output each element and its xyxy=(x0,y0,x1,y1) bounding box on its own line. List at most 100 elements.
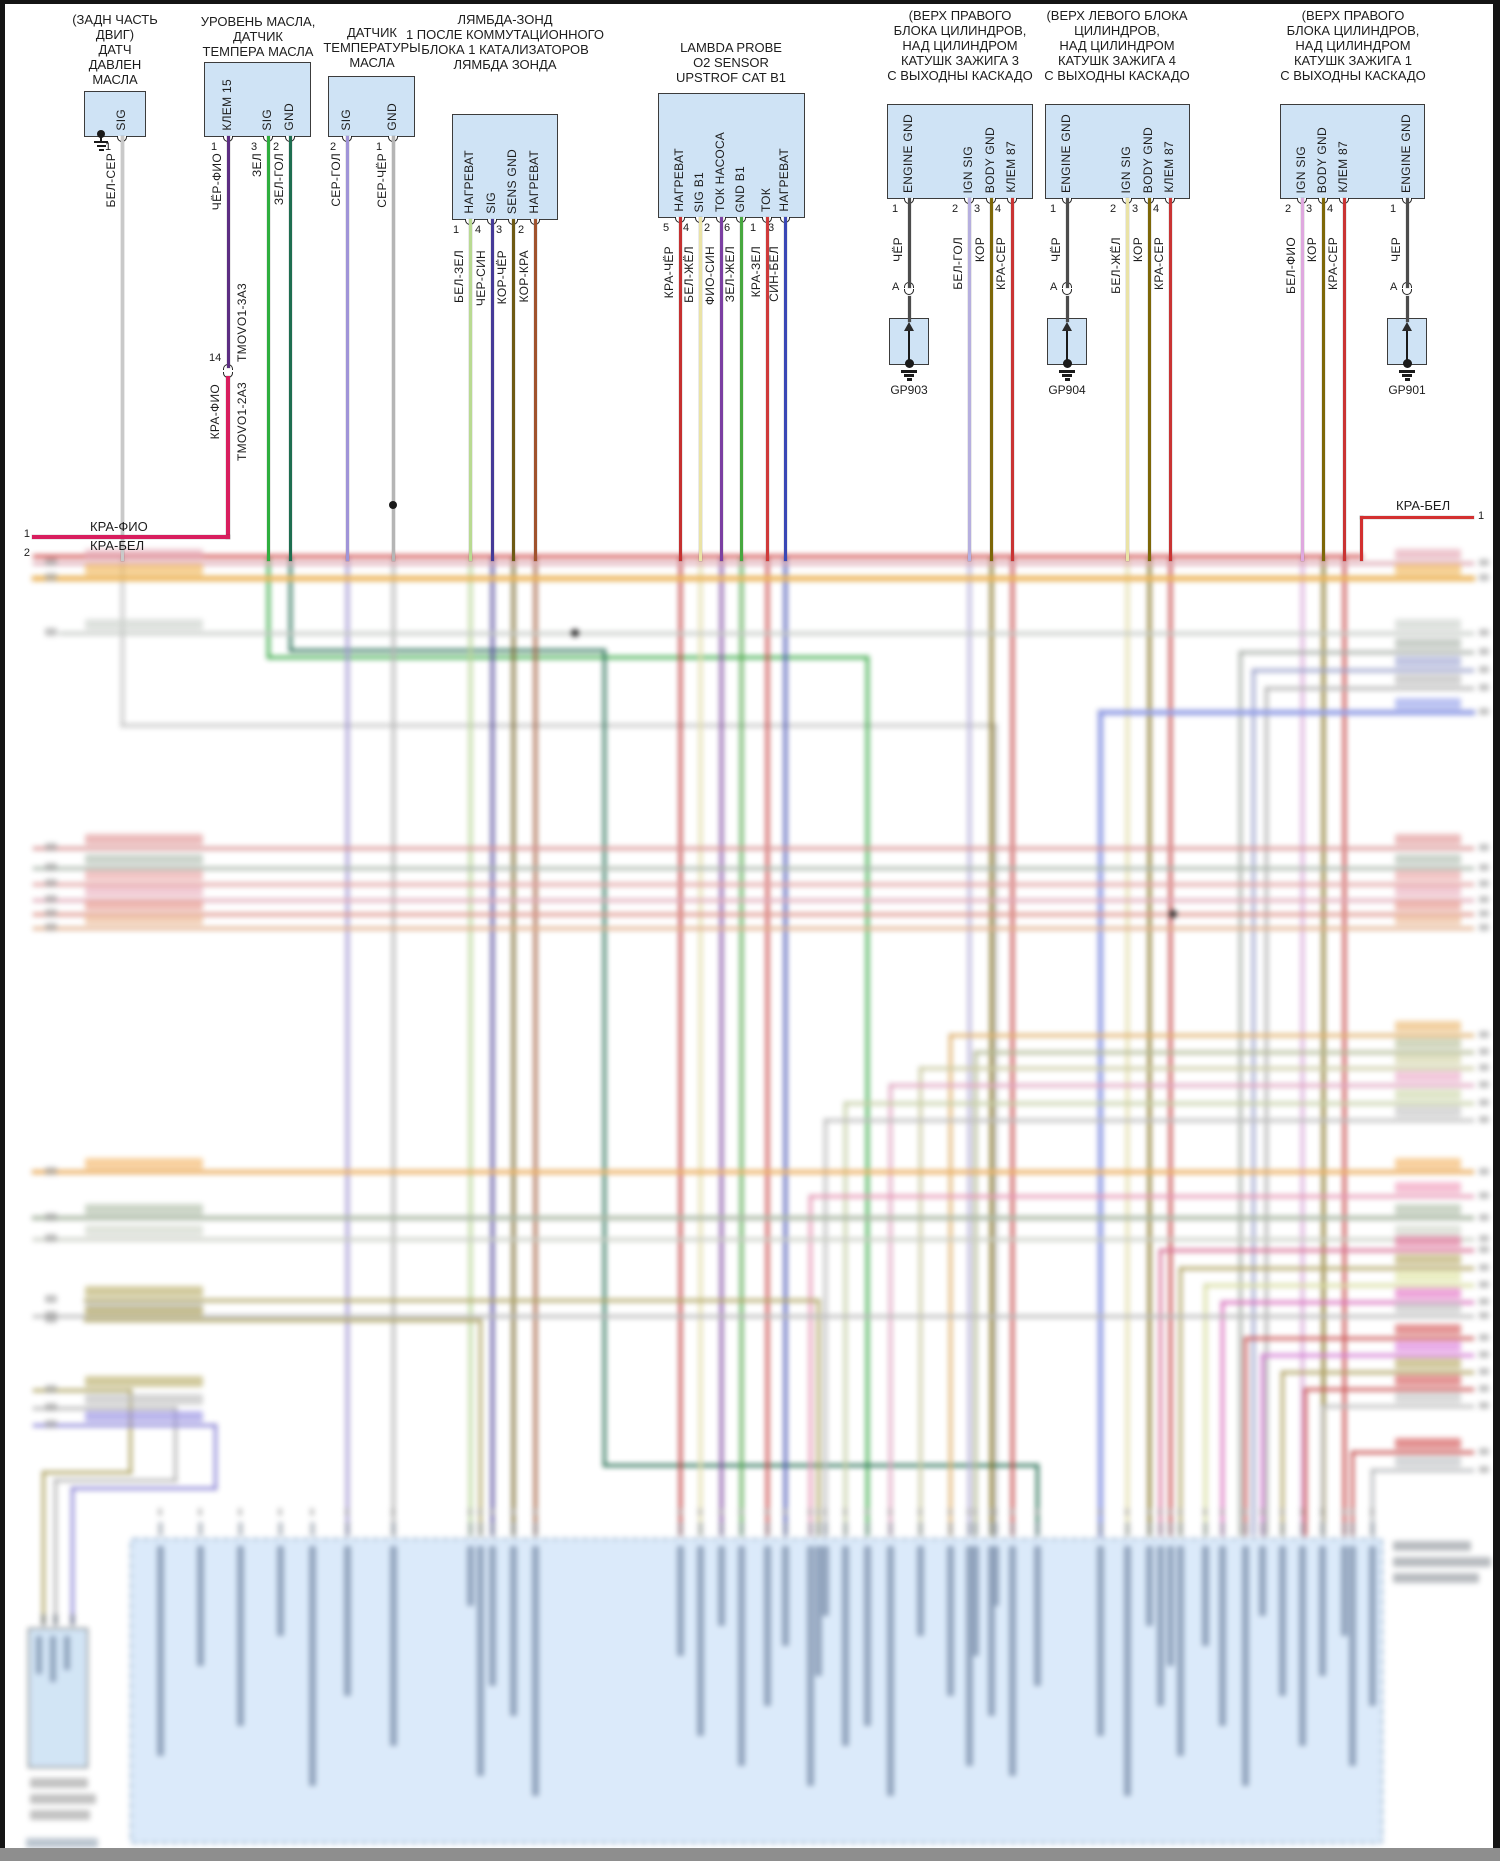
ignition-coil-4-wire-color-label: КОР xyxy=(1131,237,1145,263)
connector-pin-number xyxy=(719,1508,723,1516)
blurred-right-pin-number xyxy=(1479,1351,1489,1358)
connector-pin-stub xyxy=(467,1522,473,1536)
small-block-pin-stub xyxy=(52,1614,58,1626)
blurred-wire-segment xyxy=(468,554,472,1536)
blurred-wire-segment xyxy=(53,1478,57,1624)
blurred-wire-segment xyxy=(266,655,869,659)
oil-level-oil-temp-sensor-pin-label: GND xyxy=(282,103,296,131)
connector-pin-stub xyxy=(532,1522,538,1536)
wire-segment xyxy=(1359,515,1474,519)
ignition-coil-4-wire-color-label: БЕЛ-ЖЁЛ xyxy=(1109,237,1123,294)
lambda-probe-upstream-pin-label: GND B1 xyxy=(733,165,747,212)
ignition-coil-4-pin-label: BODY GND xyxy=(1141,126,1155,193)
lambda-probe-downstream-title-line: ЛЯМБДА ЗОНДА xyxy=(453,57,557,72)
blurred-wire-segment xyxy=(83,1298,820,1302)
blurred-left-wire-label xyxy=(85,854,203,865)
connector-pin-name-label xyxy=(814,1546,822,1676)
wire-segment xyxy=(226,376,230,539)
blurred-right-pin-number xyxy=(1479,1312,1489,1319)
GP904-arrow-shaft xyxy=(1066,330,1068,361)
page-border-left xyxy=(0,0,5,1861)
blurred-right-pin-number xyxy=(1479,1168,1489,1175)
wire-segment xyxy=(967,197,971,561)
left-edge-wire-label: КРА-БЕЛ xyxy=(90,538,145,553)
oil-level-oil-temp-sensor-pin-number: 3 xyxy=(251,141,258,153)
blurred-wire-segment xyxy=(1238,650,1242,1536)
blurred-wire-segment xyxy=(1350,1450,1354,1536)
blurred-wire-segment xyxy=(1321,554,1325,1536)
GP904-ground-bar xyxy=(1059,370,1075,373)
connector-pin-number xyxy=(1125,1508,1129,1516)
lambda-probe-downstream-wire-color-label: БЕЛ-ЗЕЛ xyxy=(452,250,466,303)
ignition-coil-3-pin-number: 3 xyxy=(974,203,981,215)
connector-pin-number xyxy=(278,1508,282,1516)
ignition-coil-1-wire-color-label: КРА-СЕР xyxy=(1326,237,1340,290)
GP904-arrow-head xyxy=(1062,322,1072,331)
blurred-wire-segment xyxy=(32,1406,177,1410)
blurred-wire-segment xyxy=(1243,1336,1474,1340)
oil-temperature-sensor-title-line: ТЕМПЕРАТУРЫ xyxy=(323,40,421,55)
connector-pin-stub xyxy=(1259,1522,1265,1536)
blurred-wire-segment xyxy=(41,1470,45,1624)
blurred-right-wire-label xyxy=(1395,549,1461,560)
blurred-left-pin-number xyxy=(45,1315,57,1323)
connector-pin-name-label xyxy=(1166,1546,1174,1666)
blurred-wire-segment xyxy=(32,926,1474,930)
ignition-coil-3-title-line: С ВЫХОДНЫ КАСКАДО xyxy=(887,68,1033,83)
blurred-wire-segment xyxy=(1264,686,1268,1536)
ignition-coil-4-title-line: КАТУШК ЗАЖИГА 4 xyxy=(1057,53,1177,68)
connector-pin-stub xyxy=(1319,1522,1325,1536)
oil-pressure-sensor-ground-stem xyxy=(100,134,102,142)
oil-pressure-sensor-wire-color-label: БЕЛ-СЕР xyxy=(104,153,118,208)
ignition-coil-3-pin-label: КЛЕМ 87 xyxy=(1004,141,1018,193)
blurred-right-wire-label xyxy=(1395,1071,1461,1082)
connector-pin-name-label xyxy=(1340,1546,1348,1636)
blurred-right-wire-label xyxy=(1395,698,1461,709)
blurred-right-wire-label xyxy=(1395,619,1461,630)
blurred-right-wire-label xyxy=(1395,1236,1461,1247)
connector-pin-number xyxy=(1260,1508,1264,1516)
blurred-wire-segment xyxy=(1300,554,1304,1536)
blurred-wire-segment xyxy=(1264,686,1474,690)
blurred-wire-segment xyxy=(1147,554,1151,1536)
blurred-wire-segment xyxy=(678,554,682,1536)
ignition-coil-1-title-line: НАД ЦИЛИНДРОМ xyxy=(1295,38,1411,53)
blurred-right-pin-number xyxy=(1479,1214,1489,1221)
blurred-right-pin-number xyxy=(1479,1064,1489,1071)
blurred-wire-segment xyxy=(973,1050,977,1536)
wire-segment xyxy=(1359,515,1363,561)
blurred-right-pin-number xyxy=(1479,1031,1489,1038)
blurred-wire-segment xyxy=(1010,554,1014,1536)
blurred-wire-segment xyxy=(918,1066,1474,1070)
lambda-probe-downstream-title-line: ЛЯМБДА-ЗОНД xyxy=(457,12,553,27)
lambda-probe-upstream-wire-color-label: КРА-ЧЁР xyxy=(662,246,676,299)
connector-pin-name-label xyxy=(1278,1546,1286,1696)
GP901-label: GP901 xyxy=(1388,383,1426,397)
blurred-wire-segment xyxy=(1220,1300,1224,1536)
blurred-wire-segment xyxy=(1280,1370,1474,1374)
connector-pin-number xyxy=(967,1508,971,1516)
blurred-right-wire-label xyxy=(1395,1038,1461,1049)
connector-pin-number xyxy=(698,1508,702,1516)
blurred-wire-segment xyxy=(32,866,1474,870)
blurred-wire-segment xyxy=(213,1423,217,1490)
blurred-wire-segment xyxy=(1220,1300,1474,1304)
ignition-coil-4-pin-label: IGN SIG xyxy=(1119,145,1133,193)
connector-pin-name-label xyxy=(1176,1546,1184,1756)
blurred-wire-segment xyxy=(1342,554,1346,1536)
blurred-wire-segment xyxy=(1370,1468,1474,1472)
connector-pin-name-label xyxy=(863,1546,871,1726)
lambda-probe-downstream-pin-label: SIG xyxy=(484,192,498,214)
blurred-left-pin-number xyxy=(45,1167,57,1175)
blurred-right-wire-label xyxy=(1395,1358,1461,1369)
oil-level-oil-temp-sensor-title-line: УРОВЕНЬ МАСЛА, xyxy=(200,14,316,29)
blurred-right-wire-label xyxy=(1395,1271,1461,1282)
blurred-wire-segment xyxy=(989,554,993,1536)
ignition-coil-1-title-line: КАТУШК ЗАЖИГА 1 xyxy=(1293,53,1413,68)
connector-pin-number xyxy=(993,1508,997,1516)
oil-level-oil-temp-sensor-title-line: ТЕМПЕРА МАСЛА xyxy=(202,44,314,59)
connector-pin-stub xyxy=(489,1522,495,1536)
GP903-arrow-shaft xyxy=(908,330,910,361)
lambda-probe-upstream-pin-label: ТОК xyxy=(759,187,773,212)
blurred-left-wire-label xyxy=(85,619,203,630)
